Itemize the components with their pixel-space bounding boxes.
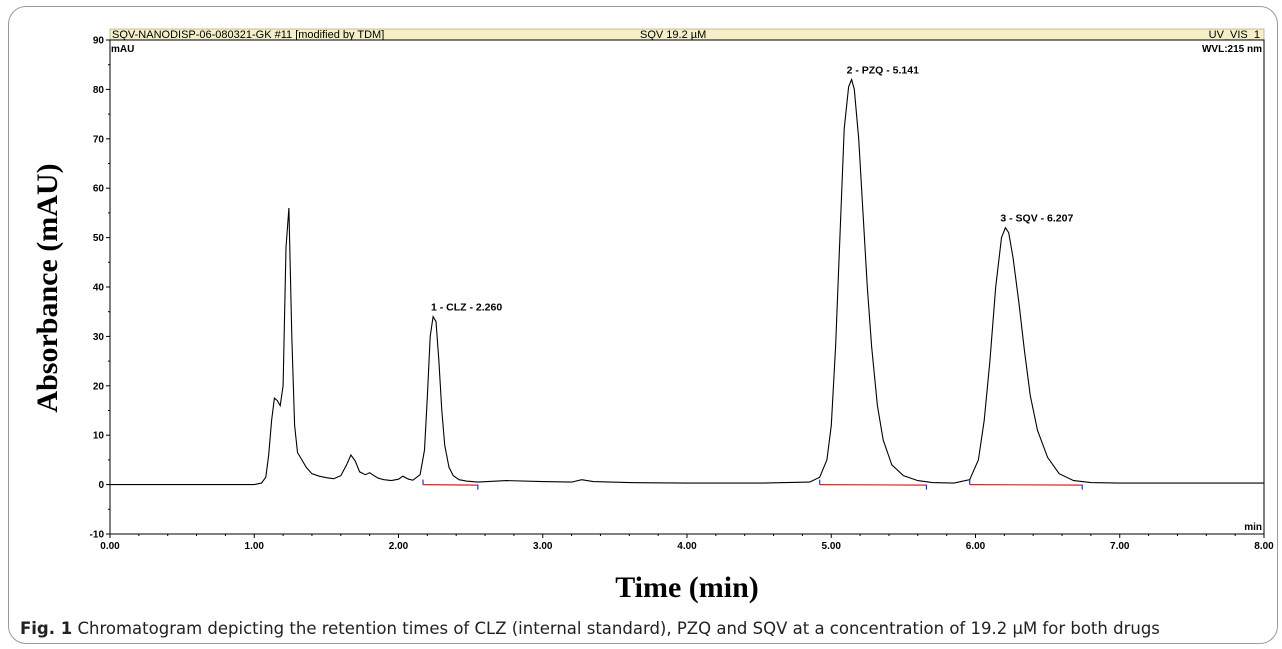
x-tick-label: 7.00	[1110, 541, 1130, 552]
figure-caption: Fig. 1 Chromatogram depicting the retent…	[20, 619, 1270, 638]
axes: -10 0 10 20 30 40 50 60 70 80 90 0.00 1.00 2.00 3.00 4.…	[90, 36, 1275, 553]
x-axis-title: Time (min)	[615, 571, 759, 604]
peak-label: 1 - CLZ - 2.260	[431, 302, 502, 314]
y-tick-label: 40	[93, 283, 105, 294]
wavelength-tag: WVL:215 nm	[1202, 44, 1262, 55]
x-tick-label: 8.00	[1254, 541, 1274, 552]
y-tick-label: 60	[93, 184, 105, 195]
x-tick-label: 4.00	[677, 541, 697, 552]
y-tick-label: 10	[93, 431, 105, 442]
y-tick-label: -10	[90, 530, 105, 541]
y-tick-label: 50	[93, 233, 105, 244]
x-tick-label: 0.00	[100, 541, 120, 552]
baseline-segment	[819, 484, 927, 486]
y-tick-label: 80	[93, 85, 105, 96]
y-tick-label: 20	[93, 381, 105, 392]
baseline-segment	[423, 484, 478, 486]
caption-label: Fig. 1	[20, 619, 73, 638]
header-left-text: SQV-NANODISP-06-080321-GK #11 [modified …	[112, 29, 384, 41]
baseline-segment	[969, 484, 1083, 486]
x-tick-label: 2.00	[389, 541, 409, 552]
header-center-text: SQV 19.2 µM	[640, 29, 706, 41]
x-tick-label: 1.00	[245, 541, 265, 552]
peak-labels: 1 - CLZ - 2.260 2 - PZQ - 5.141 3 - SQV - …	[431, 65, 1073, 314]
y-tick-label: 0	[98, 480, 104, 491]
peak-label: 2 - PZQ - 5.141	[847, 65, 920, 77]
y-axis-title: Absorbance (mAU)	[31, 163, 64, 412]
y-tick-label: 30	[93, 332, 105, 343]
header-right-text: UV_VIS_1	[1209, 29, 1260, 41]
figure-frame	[8, 6, 1278, 644]
y-tick-label: 90	[93, 36, 105, 47]
x-tick-label: 5.00	[822, 541, 842, 552]
chromatogram-chart: SQV-NANODISP-06-080321-GK #11 [modified …	[31, 28, 1275, 604]
plot-area	[109, 39, 1265, 535]
peak-label: 3 - SQV - 6.207	[1000, 213, 1073, 225]
chromatogram-trace	[110, 77, 1264, 486]
x-tick-label: 3.00	[533, 541, 553, 552]
y-unit-tag: mAU	[111, 44, 134, 55]
peak-baselines	[422, 479, 1083, 490]
x-unit-tag: min	[1244, 522, 1262, 533]
y-tick-label: 70	[93, 134, 105, 145]
caption-text: Chromatogram depicting the retention tim…	[72, 619, 1160, 638]
x-tick-label: 6.00	[966, 541, 986, 552]
